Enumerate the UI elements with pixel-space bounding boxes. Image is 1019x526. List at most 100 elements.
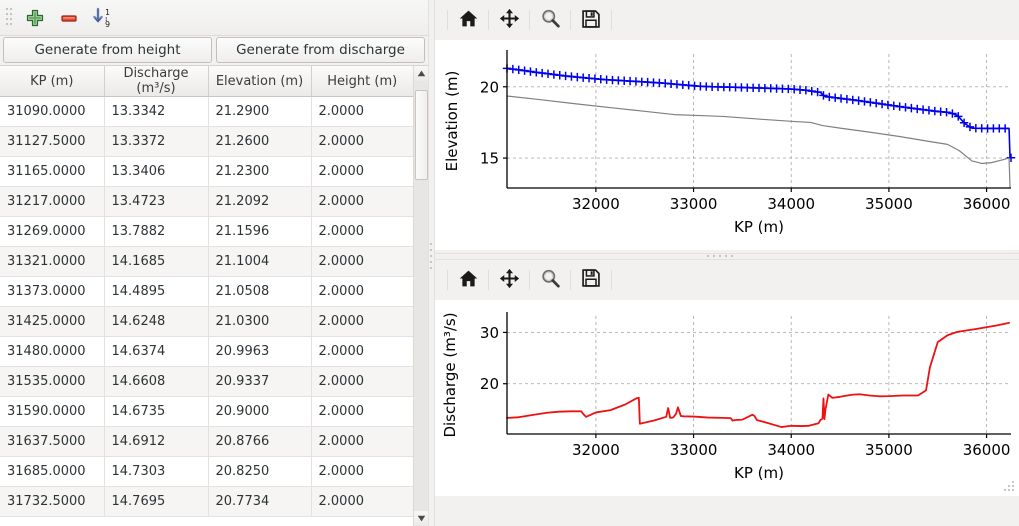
generate-from-height-button[interactable]: Generate from height [3,37,212,63]
table-cell[interactable]: 20.9000 [208,396,312,427]
table-cell[interactable]: 31732.5000 [0,486,105,517]
table-cell[interactable]: 31127.5000 [0,126,105,157]
column-header-elevation[interactable]: Elevation (m) [208,66,312,97]
table-cell[interactable]: 31480.0000 [0,336,105,367]
table-cell[interactable]: 14.7303 [104,456,209,487]
table-row[interactable]: 31535.0000 14.6608 20.9337 2.0000 [0,366,413,397]
add-row-button[interactable] [18,3,52,33]
table-cell[interactable]: 20.8250 [208,456,312,487]
discharge-zoom-button[interactable] [530,264,570,296]
table-cell[interactable]: 21.2900 [208,96,312,127]
table-cell[interactable]: 2.0000 [311,486,413,517]
table-cell[interactable]: 13.3342 [104,96,209,127]
table-cell[interactable]: 2.0000 [311,366,413,397]
table-cell[interactable]: 20.7734 [208,486,312,517]
table-cell[interactable]: 2.0000 [311,396,413,427]
elevation-home-button[interactable] [448,4,488,36]
elevation-zoom-button[interactable] [530,4,570,36]
generate-from-discharge-button[interactable]: Generate from discharge [216,37,425,63]
table-cell[interactable]: 2.0000 [311,336,413,367]
table-cell[interactable]: 21.1596 [208,216,312,247]
table-cell[interactable]: 14.1685 [104,246,209,277]
discharge-pan-button[interactable] [489,264,529,296]
scrollbar-track[interactable] [413,81,428,511]
table-cell[interactable]: 2.0000 [311,276,413,307]
table-cell[interactable]: 13.3372 [104,126,209,157]
table-cell[interactable]: 31535.0000 [0,366,105,397]
table-cell[interactable]: 14.6912 [104,426,209,457]
table-cell[interactable]: 31685.0000 [0,456,105,487]
table-row[interactable]: 31321.0000 14.1685 21.1004 2.0000 [0,246,413,277]
table-cell[interactable]: 21.2600 [208,126,312,157]
discharge-save-button[interactable] [571,264,611,296]
discharge-chart-canvas[interactable]: 32000 33000 34000 35000 36000 20 30 KP (m) Disch… [435,299,1019,496]
table-cell[interactable]: 21.2092 [208,186,312,217]
table-cell[interactable]: 20.9963 [208,336,312,367]
table-cell[interactable]: 2.0000 [311,306,413,337]
table-cell[interactable]: 14.4895 [104,276,209,307]
table-row[interactable]: 31685.0000 14.7303 20.8250 2.0000 [0,456,413,487]
remove-row-button[interactable] [52,3,86,33]
table-row[interactable]: 31590.0000 14.6735 20.9000 2.0000 [0,396,413,427]
home-icon [458,8,479,32]
sort-descending-button[interactable]: 1 9 [86,3,120,33]
discharge-home-button[interactable] [448,264,488,296]
table-cell[interactable]: 2.0000 [311,246,413,277]
charts-horizontal-splitter[interactable] [435,252,1019,260]
table-cell[interactable]: 13.3406 [104,156,209,187]
table-cell[interactable]: 31373.0000 [0,276,105,307]
table-row[interactable]: 31217.0000 13.4723 21.2092 2.0000 [0,186,413,217]
table-cell[interactable]: 21.1004 [208,246,312,277]
column-header-kp[interactable]: KP (m) [0,66,105,97]
table-row[interactable]: 31732.5000 14.7695 20.7734 2.0000 [0,486,413,517]
table-cell[interactable]: 31165.0000 [0,156,105,187]
table-cell[interactable]: 2.0000 [311,186,413,217]
table-cell[interactable]: 31090.0000 [0,96,105,127]
table-cell[interactable]: 31217.0000 [0,186,105,217]
elevation-save-button[interactable] [571,4,611,36]
table-cell[interactable]: 14.6374 [104,336,209,367]
table-cell[interactable]: 31321.0000 [0,246,105,277]
table-row[interactable]: 31090.0000 13.3342 21.2900 2.0000 [0,96,413,127]
table-cell[interactable]: 2.0000 [311,456,413,487]
table-cell[interactable]: 13.7882 [104,216,209,247]
table-cell[interactable]: 31590.0000 [0,396,105,427]
column-header-height[interactable]: Height (m) [311,66,413,97]
table-cell[interactable]: 14.6248 [104,306,209,337]
elevation-chart-canvas[interactable]: 32000 33000 34000 35000 36000 15 20 KP (m) Eleva… [435,40,1019,250]
table-row[interactable]: 31480.0000 14.6374 20.9963 2.0000 [0,336,413,367]
column-header-discharge[interactable]: Discharge (m³/s) [104,66,209,97]
table-cell[interactable]: 31425.0000 [0,306,105,337]
table-row[interactable]: 31373.0000 14.4895 21.0508 2.0000 [0,276,413,307]
table-cell[interactable]: 14.6608 [104,366,209,397]
table-cell[interactable]: 2.0000 [311,426,413,457]
table-cell[interactable]: 13.4723 [104,186,209,217]
scrollbar-thumb[interactable] [414,90,428,180]
scroll-down-arrow[interactable] [413,511,428,526]
table-cell[interactable]: 31269.0000 [0,216,105,247]
table-cell[interactable]: 14.6735 [104,396,209,427]
table-cell[interactable]: 14.7695 [104,486,209,517]
scroll-up-arrow[interactable] [413,66,428,81]
table-cell[interactable]: 2.0000 [311,156,413,187]
table-row[interactable]: 31637.5000 14.6912 20.8766 2.0000 [0,426,413,457]
table-cell[interactable]: 20.9337 [208,366,312,397]
table-row[interactable]: 31425.0000 14.6248 21.0300 2.0000 [0,306,413,337]
table-cell[interactable]: 21.0508 [208,276,312,307]
table-row[interactable]: 31269.0000 13.7882 21.1596 2.0000 [0,216,413,247]
table-cell[interactable]: 21.0300 [208,306,312,337]
elevation-pan-button[interactable] [489,4,529,36]
profile-data-table: KP (m) Discharge (m³/s) Elevation (m) He… [0,66,413,517]
pane-splitter[interactable] [428,0,435,526]
table-cell[interactable]: 2.0000 [311,216,413,247]
table-cell[interactable]: 21.2300 [208,156,312,187]
table-row[interactable]: 31127.5000 13.3372 21.2600 2.0000 [0,126,413,157]
resize-grip-icon[interactable] [1002,479,1016,493]
table-cell[interactable]: 2.0000 [311,96,413,127]
table-cell[interactable]: 31637.5000 [0,426,105,457]
table-vertical-scrollbar[interactable] [413,66,428,526]
table-cell[interactable]: 2.0000 [311,126,413,157]
table-row[interactable]: 31165.0000 13.3406 21.2300 2.0000 [0,156,413,187]
table-cell[interactable]: 20.8766 [208,426,312,457]
toolbar-drag-grip[interactable] [4,5,14,31]
